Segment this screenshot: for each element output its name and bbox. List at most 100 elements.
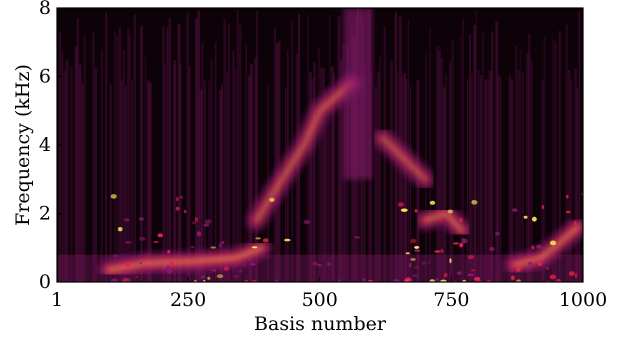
heat-cell [324,89,327,282]
y-tick-label: 2 [39,203,51,225]
formant-track [107,245,264,272]
heat-cell [413,266,420,269]
heat-cell [541,205,545,210]
heat-cell [568,271,575,276]
heat-cell [396,73,400,282]
heat-cell [78,64,82,282]
heat-cell [447,209,453,214]
heat-cell [541,79,544,282]
heat-cell [376,71,380,282]
heat-cell [61,51,64,282]
heat-cell [122,50,125,282]
heat-cell [162,27,165,282]
heat-cell [460,36,462,282]
heat-cell [303,219,311,225]
heat-cell [196,231,202,237]
heat-cell [208,80,211,282]
heat-cell [183,210,187,214]
heat-cell [429,200,436,205]
heat-cell [175,197,179,202]
heat-cell [328,14,331,282]
heat-cell [390,59,393,282]
heat-cell [457,271,462,275]
heat-cell [273,28,277,282]
heat-cell [249,263,256,266]
heat-cell [113,31,116,282]
heat-cell [565,24,568,282]
heat-cell [488,70,492,282]
heat-cell [494,231,500,236]
heat-cell [124,241,132,244]
heat-cell [201,42,204,282]
heat-cell [65,60,69,282]
heat-cell [339,60,343,282]
heat-cell [216,274,224,279]
heat-cell [94,67,98,282]
heat-cell [59,31,61,282]
heat-cell [449,258,452,264]
heat-cell [573,221,577,226]
heat-cell [344,79,346,282]
heat-cell [434,250,441,253]
heat-cell [322,67,326,282]
heat-cell [469,34,472,282]
heat-cell [131,80,134,282]
heat-cell [510,79,514,282]
x-tick-label: 250 [170,289,206,311]
heat-cell [254,57,257,282]
heat-cell [223,266,229,271]
heat-cell [194,217,199,222]
heat-cell [543,36,546,282]
heat-cell [434,278,439,282]
heat-cell [574,68,578,282]
heat-cell [409,86,412,282]
heat-cell [458,217,463,223]
heat-cell [484,79,487,282]
heat-cell [163,266,166,269]
heat-cell [410,257,416,261]
heat-cell [234,70,237,282]
heat-cell [275,279,278,282]
heat-cell [443,272,448,278]
y-tick-label: 0 [39,271,51,293]
heat-cell [405,252,410,255]
heat-cell [515,45,518,282]
formant-track [380,136,427,182]
heat-cell [566,194,569,199]
heat-cell [76,18,79,282]
heat-cell [112,254,119,258]
heat-cell [218,242,223,248]
heat-cell [438,49,441,282]
heat-cell [276,42,279,282]
heat-cell [150,265,153,269]
heat-cell [549,274,557,280]
heat-cell [569,79,573,282]
heat-cell [120,78,123,282]
heat-cell [70,66,73,282]
heat-cell [486,79,490,282]
heat-cell [207,276,211,280]
heat-cell [440,248,444,254]
heat-cell [92,32,96,282]
heat-cell [225,71,229,282]
heat-cell [555,278,562,282]
heat-cell [516,267,521,272]
heat-cell [393,279,400,282]
heat-cell [546,266,549,270]
heat-cell [578,11,581,282]
heat-cell [110,194,117,199]
heat-cell [475,10,478,282]
heat-cell [471,73,473,282]
heat-cell [125,264,131,267]
heat-cell [523,215,528,219]
heat-cell [470,269,476,272]
heat-cell [249,63,253,282]
heat-cell [575,273,578,278]
heat-cell [192,221,197,224]
heat-cell [411,274,419,278]
x-tick-label: 1 [51,289,63,311]
heat-cell [403,72,406,282]
heat-cell [165,265,171,270]
heat-cell [278,40,281,282]
heat-cell [405,78,408,282]
